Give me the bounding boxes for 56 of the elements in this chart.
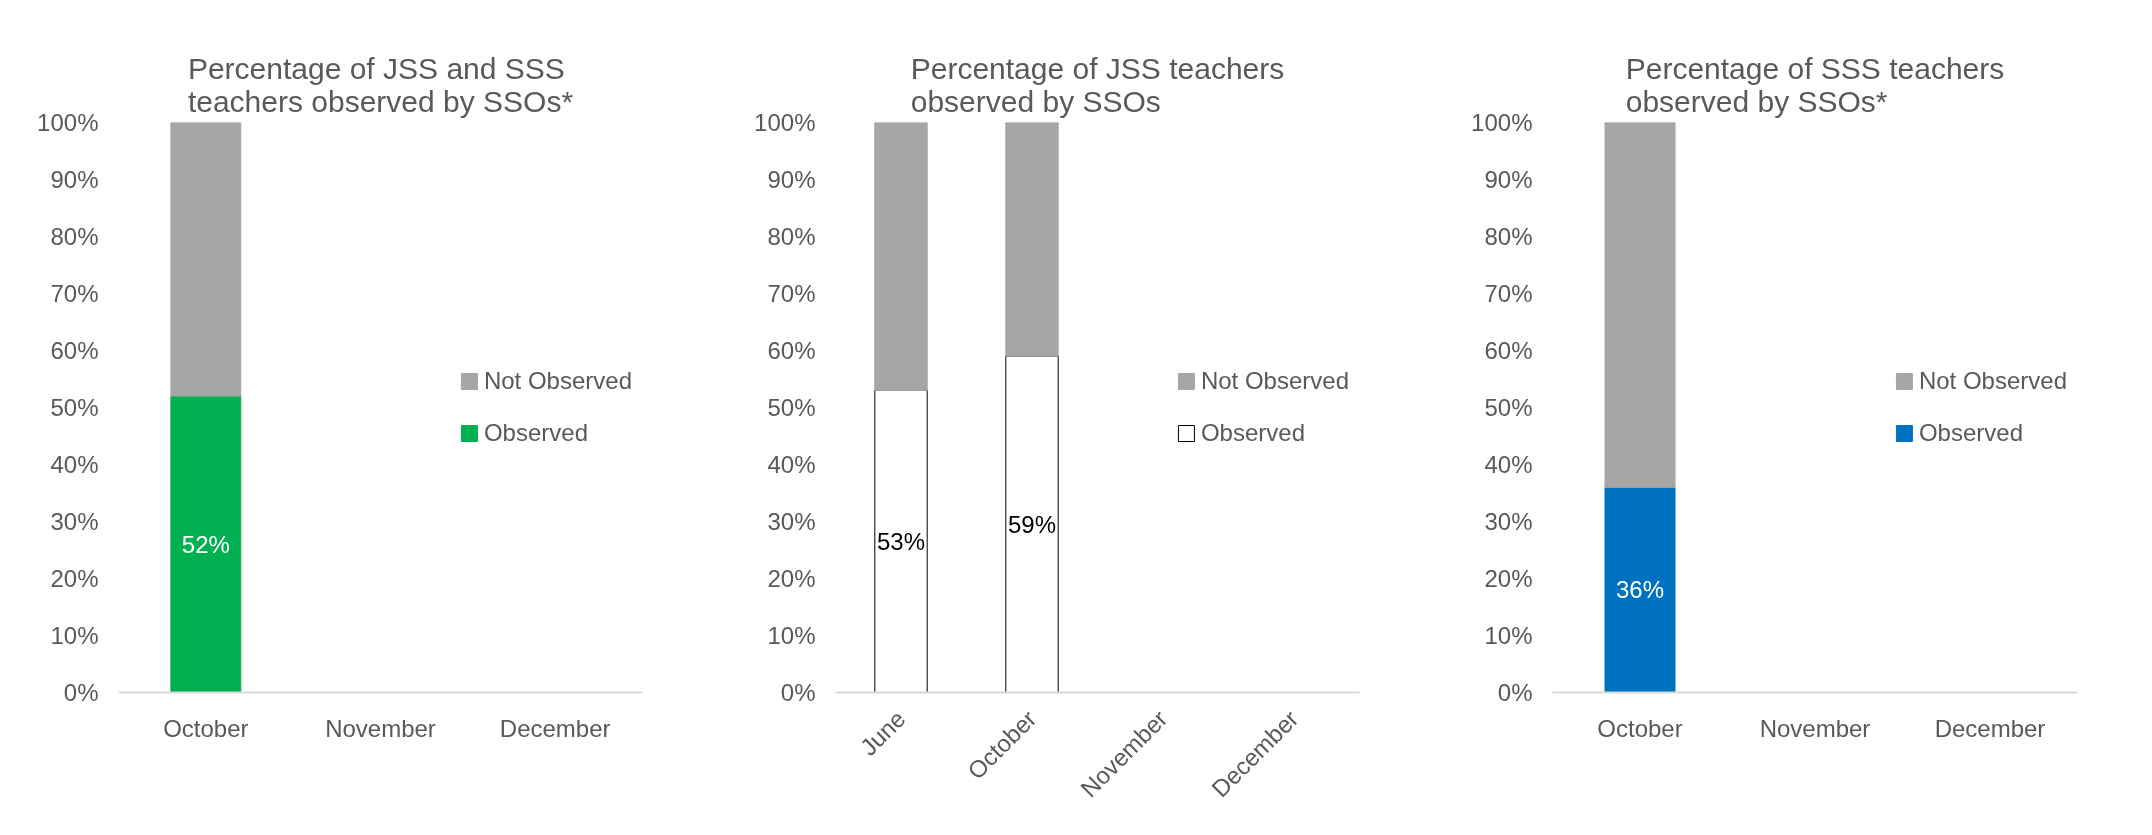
- bar: [1005, 122, 1059, 357]
- data-label: 36%: [1615, 576, 1665, 604]
- x-tick-label: October: [163, 714, 249, 742]
- x-tick-label: December: [499, 714, 611, 742]
- y-tick-label: 80%: [767, 223, 816, 250]
- y-tick-label: 30%: [767, 508, 816, 535]
- y-tick-label: 30%: [50, 508, 99, 535]
- bar: [1005, 355, 1059, 693]
- y-tick-label: 90%: [1484, 166, 1533, 193]
- y-tick-label: 30%: [1484, 508, 1533, 535]
- y-tick-label: 20%: [767, 565, 816, 592]
- legend-label: Observed: [483, 419, 588, 447]
- y-tick-label: 60%: [1484, 337, 1533, 364]
- y-tick-label: 100%: [37, 109, 99, 136]
- x-tick-label: November: [325, 714, 436, 742]
- y-tick-label: 70%: [50, 280, 99, 307]
- y-tick-label: 100%: [754, 109, 816, 136]
- legend-label: Not Observed: [1200, 367, 1349, 395]
- y-tick-label: 0%: [63, 679, 99, 706]
- y-tick-label: 40%: [1484, 451, 1533, 478]
- y-tick-label: 50%: [767, 394, 816, 421]
- y-tick-label: 50%: [1484, 394, 1533, 421]
- y-tick-label: 70%: [767, 280, 816, 307]
- chart-title: Percentage of SSS teachers observed by SSOs*: [1625, 51, 2005, 118]
- data-label: 59%: [1007, 510, 1057, 538]
- y-tick-label: 60%: [50, 337, 99, 364]
- y-tick-label: 20%: [50, 565, 99, 592]
- bar: [874, 389, 928, 693]
- y-tick-label: 80%: [1484, 223, 1533, 250]
- legend-label: Not Observed: [1918, 367, 2067, 395]
- bar: [874, 122, 928, 391]
- y-tick-label: 10%: [50, 622, 99, 649]
- legend-label: Observed: [1918, 419, 2023, 447]
- data-label: 52%: [181, 530, 230, 558]
- y-tick-label: 70%: [1484, 280, 1533, 307]
- y-tick-label: 90%: [50, 166, 99, 193]
- legend-label: Not Observed: [483, 367, 632, 395]
- legend-label: Observed: [1200, 419, 1305, 447]
- y-tick-label: 10%: [767, 622, 816, 649]
- x-tick-label: October: [1597, 714, 1683, 742]
- y-tick-label: 90%: [767, 166, 816, 193]
- y-tick-label: 0%: [1497, 679, 1533, 706]
- data-label: 53%: [876, 527, 926, 555]
- x-tick-label: November: [1759, 714, 1871, 742]
- chart-title: Percentage of JSS and SSS teachers observed by SSOs*: [187, 51, 574, 118]
- chart-title: Percentage of JSS teachers observed by SSOs: [910, 51, 1285, 118]
- x-tick-label: December: [1934, 714, 2046, 742]
- y-tick-label: 50%: [50, 394, 99, 421]
- y-tick-label: 60%: [767, 337, 816, 364]
- y-tick-label: 40%: [767, 451, 816, 478]
- y-tick-label: 20%: [1484, 565, 1533, 592]
- y-tick-label: 40%: [50, 451, 99, 478]
- y-tick-label: 10%: [1484, 622, 1533, 649]
- y-tick-label: 0%: [780, 679, 816, 706]
- y-tick-label: 100%: [1471, 109, 1533, 136]
- y-tick-label: 80%: [50, 223, 99, 250]
